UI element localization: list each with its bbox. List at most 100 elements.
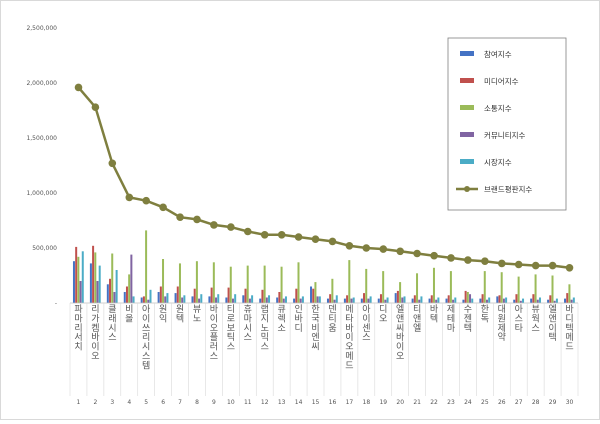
bar [386, 297, 389, 303]
legend-swatch [460, 159, 474, 164]
line-point [328, 237, 337, 246]
bar [485, 299, 488, 303]
bar [420, 296, 423, 303]
line-point [464, 256, 472, 264]
line-point [481, 257, 489, 266]
x-rank-label: 19 [379, 399, 387, 406]
bar [132, 296, 135, 303]
legend-point-swatch [464, 186, 470, 192]
bar [96, 281, 99, 303]
bar [394, 293, 397, 303]
bar [113, 292, 116, 303]
bar-series-group [70, 230, 578, 304]
line-point [227, 223, 235, 231]
x-rank-label: 11 [244, 399, 252, 406]
bar [142, 296, 145, 303]
bar [496, 296, 499, 303]
x-rank-label: 22 [430, 399, 438, 406]
line-point [498, 259, 506, 268]
bar [553, 300, 556, 303]
bar [568, 284, 571, 303]
line-point [159, 203, 167, 212]
bar [532, 294, 535, 303]
bar [462, 299, 465, 303]
bar [333, 299, 336, 303]
x-rank-label: 24 [464, 399, 472, 406]
bar [522, 298, 525, 303]
x-rank-label: 18 [363, 399, 371, 406]
bar [299, 298, 302, 303]
line-point [108, 159, 117, 168]
y-tick-label: 2,500,000 [26, 25, 57, 32]
x-rank-label: 13 [278, 399, 286, 406]
line-point [531, 261, 540, 270]
y-tick-label: 1,500,000 [26, 135, 57, 142]
bar [276, 297, 279, 303]
bar [566, 293, 569, 303]
bar [164, 296, 167, 303]
bar [268, 295, 271, 303]
bar [318, 296, 321, 303]
bar [551, 275, 554, 303]
bar [343, 298, 346, 303]
bar [79, 281, 82, 303]
bar [547, 299, 550, 303]
bar [515, 294, 518, 303]
y-tick-label: 2,000,000 [26, 80, 57, 87]
bar [157, 292, 160, 303]
bar [513, 299, 516, 303]
bar [191, 296, 194, 303]
bar [125, 286, 128, 303]
bar [229, 266, 232, 303]
bar [572, 297, 575, 303]
bar [128, 274, 131, 303]
line-point [548, 261, 557, 270]
bar [314, 282, 317, 303]
bar [498, 295, 501, 303]
legend-label: 참여지수 [484, 49, 512, 59]
bar [234, 294, 237, 303]
bar [326, 298, 329, 303]
legend-label: 시장지수 [484, 157, 512, 167]
bar [244, 288, 247, 303]
line-point [193, 215, 201, 224]
line-point [311, 235, 320, 243]
bar [471, 298, 474, 303]
bar [265, 297, 268, 303]
bar [225, 297, 228, 303]
line-point [74, 83, 83, 92]
line-point [430, 251, 438, 260]
legend-label: 커뮤니티지수 [484, 131, 525, 140]
line-point [91, 103, 100, 111]
bar [106, 284, 109, 303]
bar [178, 263, 181, 303]
bar [145, 230, 148, 303]
bar [519, 300, 522, 303]
bar [447, 295, 450, 303]
bar [297, 262, 300, 303]
bar [350, 298, 353, 303]
bar [280, 266, 283, 303]
line-point [514, 260, 523, 269]
bar [396, 290, 399, 303]
bar [432, 267, 435, 303]
bar [555, 298, 558, 303]
line-point [244, 227, 252, 236]
bar [534, 274, 537, 303]
bar [500, 272, 503, 303]
x-rank-label: 25 [481, 399, 489, 406]
